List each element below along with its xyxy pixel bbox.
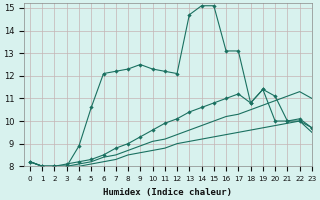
X-axis label: Humidex (Indice chaleur): Humidex (Indice chaleur) xyxy=(103,188,232,197)
